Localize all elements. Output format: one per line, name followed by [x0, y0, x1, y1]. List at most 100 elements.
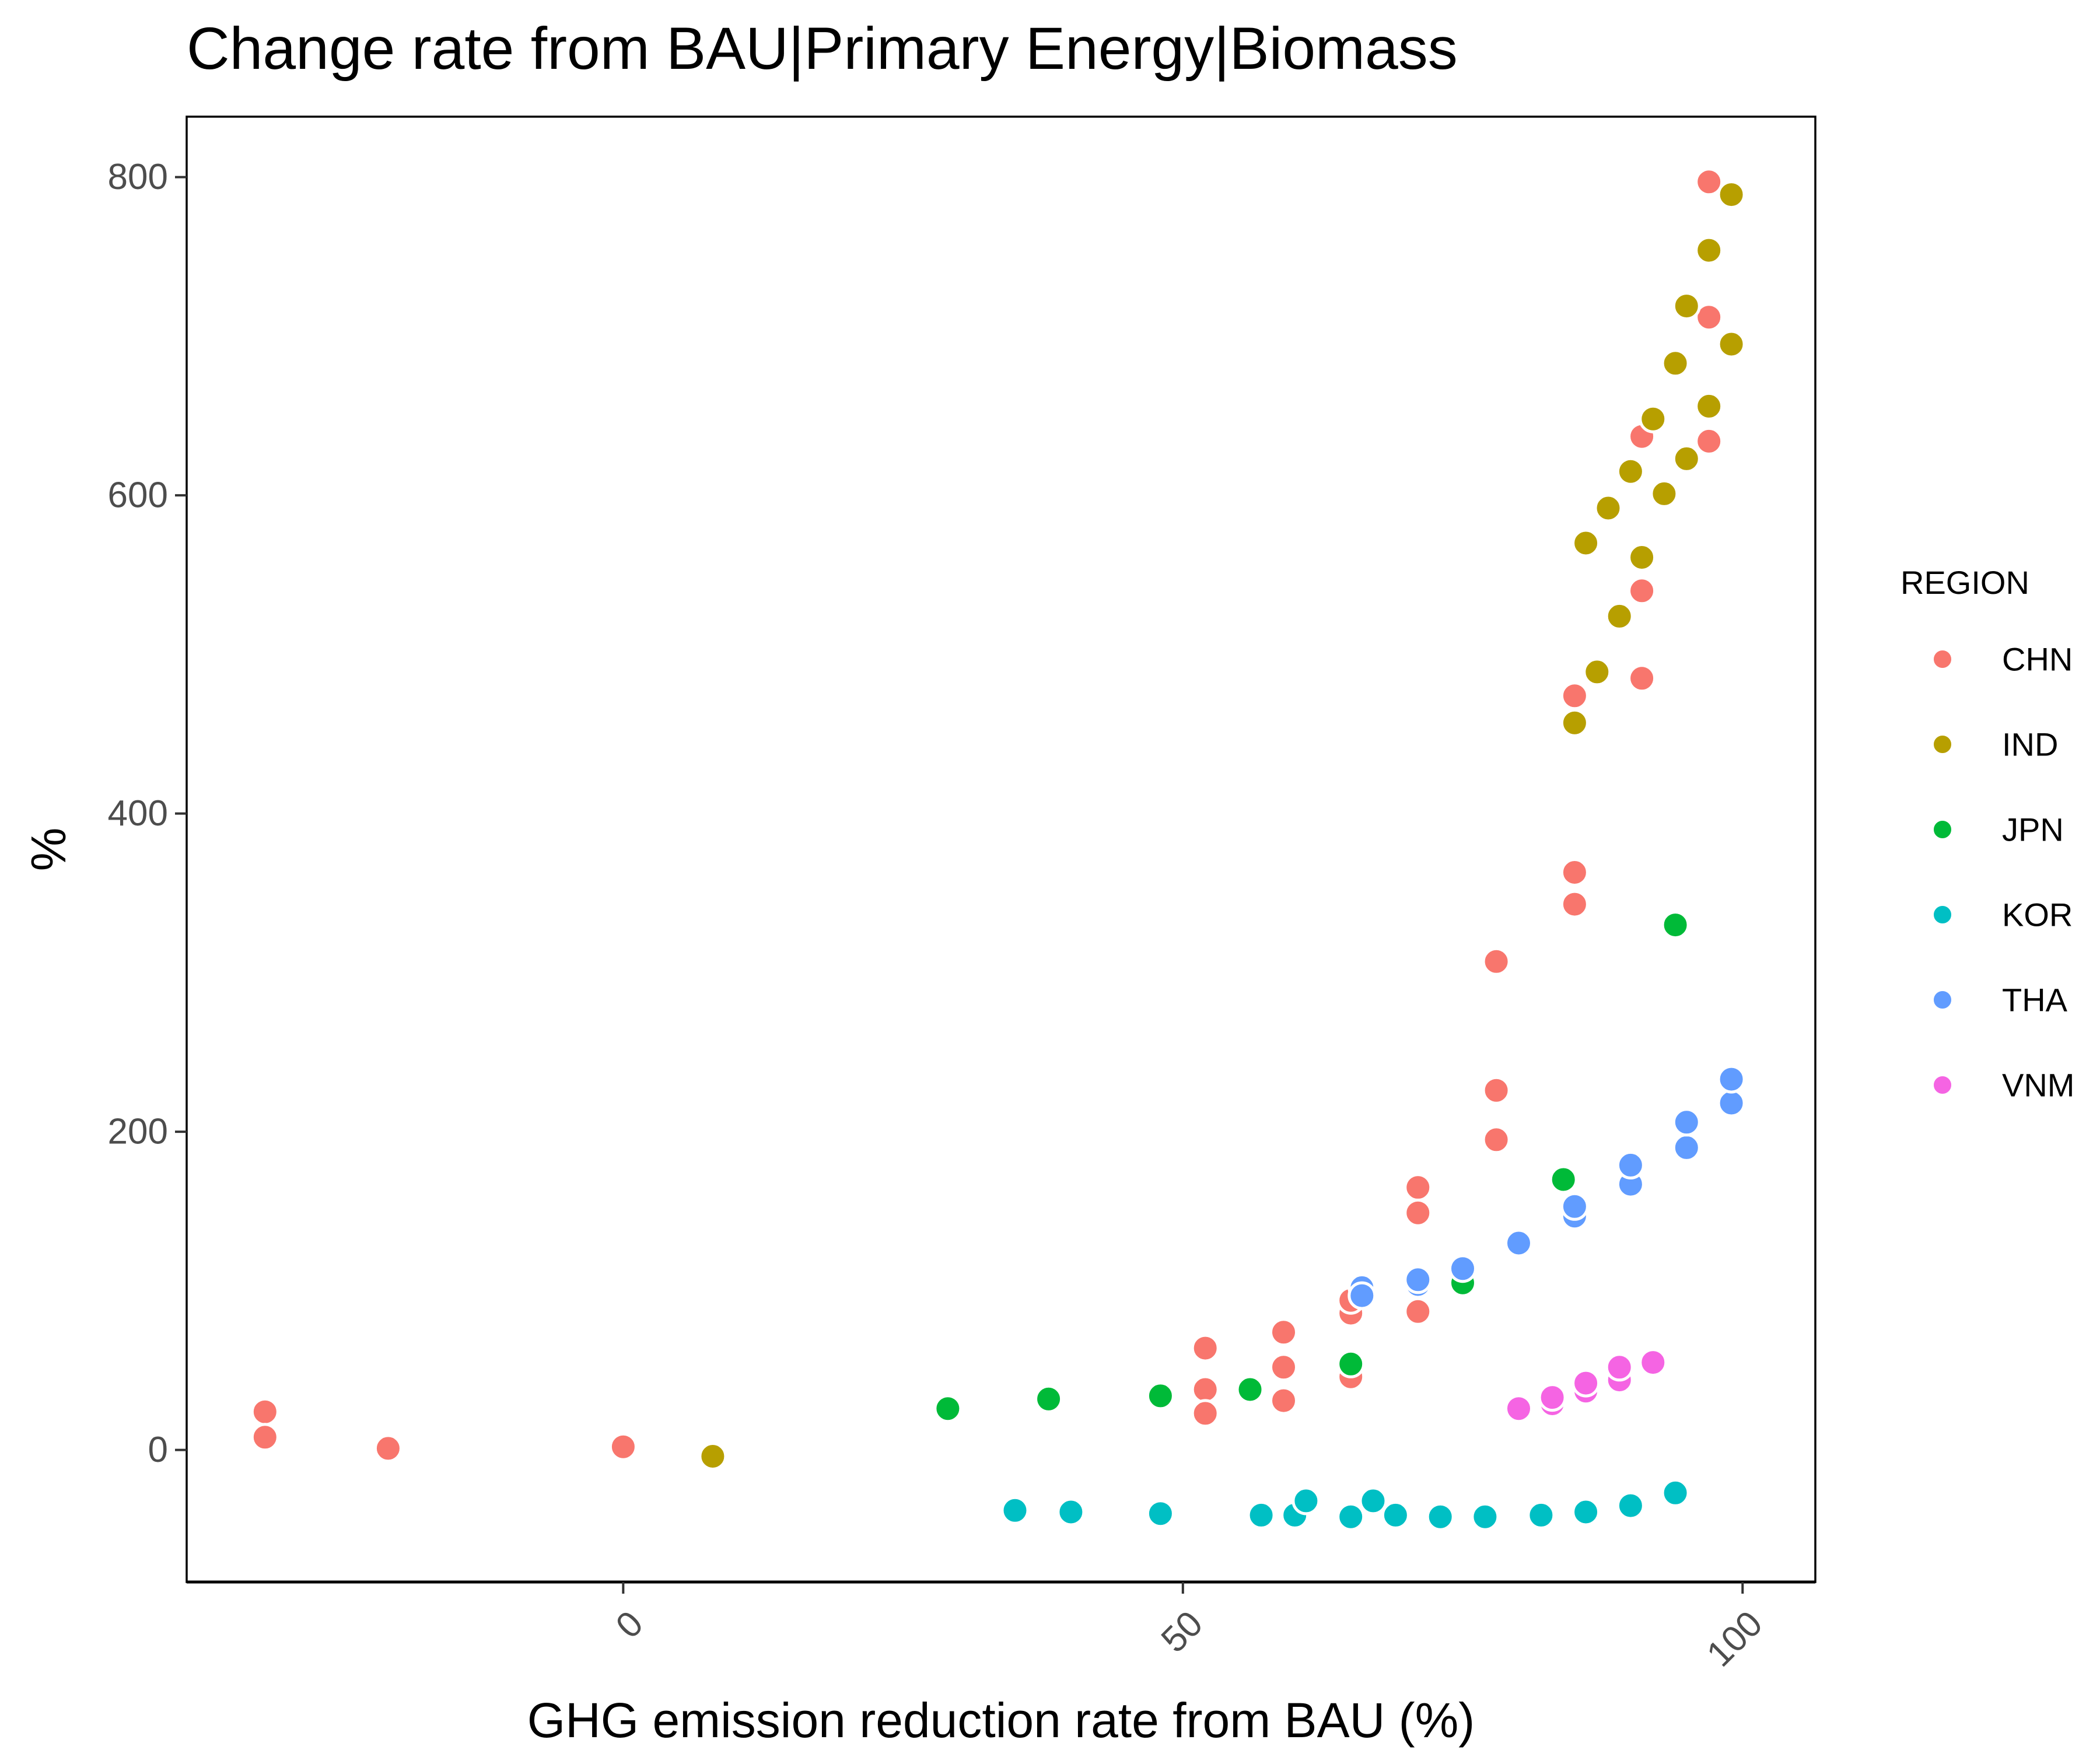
data-point-jpn: [1661, 911, 1690, 940]
data-point-jpn: [1336, 1349, 1366, 1378]
y-tick-label: 400: [108, 793, 168, 834]
data-point-kor: [1616, 1491, 1645, 1520]
data-point-kor: [1146, 1499, 1175, 1528]
data-point-jpn: [933, 1394, 963, 1423]
data-point-chn: [1695, 167, 1724, 197]
data-point-chn: [1482, 1125, 1511, 1154]
legend-key-chn: [1931, 648, 1954, 670]
data-point-kor: [1572, 1497, 1601, 1527]
data-point-ind: [1661, 349, 1690, 378]
legend-label-ind: IND: [2002, 726, 2058, 763]
data-point-chn: [250, 1397, 279, 1426]
data-point-kor: [1527, 1500, 1556, 1530]
points-layer: [250, 167, 1746, 1531]
data-point-ind: [1628, 543, 1657, 572]
x-axis-title: GHG emission reduction rate from BAU (%): [527, 1693, 1475, 1748]
data-point-tha: [1672, 1133, 1701, 1162]
data-point-tha: [1717, 1088, 1746, 1118]
legend: REGION CHN IND JPN KOR THA VNM: [1901, 564, 2074, 1104]
data-point-tha: [1448, 1254, 1477, 1283]
legend-key-ind: [1931, 733, 1954, 755]
data-point-kor: [1000, 1496, 1030, 1525]
data-point-chn: [373, 1434, 402, 1463]
legend-label-vnm: VNM: [2002, 1067, 2074, 1104]
legend-key-tha: [1931, 989, 1954, 1011]
data-point-chn: [1191, 1375, 1220, 1404]
legend-key-vnm: [1931, 1074, 1954, 1096]
data-point-vnm: [1639, 1348, 1668, 1377]
data-point-kor: [1056, 1497, 1086, 1527]
y-tick-label: 0: [148, 1430, 168, 1470]
data-point-chn: [1560, 681, 1589, 710]
legend-label-jpn: JPN: [2002, 811, 2064, 848]
data-point-chn: [1695, 426, 1724, 456]
y-tick-label: 200: [108, 1112, 168, 1152]
data-point-ind: [1560, 708, 1589, 737]
data-point-chn: [1269, 1318, 1298, 1347]
y-tick-label: 800: [108, 157, 168, 197]
data-point-vnm: [1572, 1368, 1601, 1398]
legend-label-tha: THA: [2002, 982, 2068, 1019]
legend-label-kor: KOR: [2002, 897, 2073, 933]
data-point-ind: [1616, 457, 1645, 486]
y-axis: 0 200 400 600 800: [108, 157, 187, 1470]
data-point-jpn: [1146, 1381, 1175, 1410]
data-point-chn: [1404, 1297, 1433, 1326]
data-point-ind: [1672, 444, 1701, 473]
data-point-tha: [1616, 1150, 1645, 1180]
data-point-kor: [1661, 1478, 1690, 1507]
data-point-kor: [1292, 1486, 1321, 1516]
data-point-ind: [1717, 330, 1746, 359]
data-point-ind: [1639, 404, 1668, 433]
legend-title: REGION: [1901, 564, 2029, 601]
data-point-ind: [1717, 180, 1746, 209]
data-point-chn: [1560, 890, 1589, 919]
y-tick-label: 600: [108, 475, 168, 516]
data-point-ind: [1650, 479, 1679, 508]
data-point-vnm: [1504, 1394, 1533, 1423]
data-point-ind: [698, 1442, 727, 1471]
y-axis-title: %: [21, 828, 76, 872]
data-point-chn: [1191, 1334, 1220, 1363]
data-point-chn: [1269, 1386, 1298, 1415]
data-point-chn: [1695, 303, 1724, 332]
data-point-tha: [1560, 1192, 1589, 1221]
data-point-chn: [1269, 1353, 1298, 1382]
data-point-vnm: [1605, 1353, 1634, 1382]
data-point-chn: [1628, 664, 1657, 693]
data-point-jpn: [1549, 1165, 1578, 1194]
data-point-chn: [250, 1423, 279, 1452]
data-point-tha: [1717, 1065, 1746, 1094]
data-point-chn: [1482, 1076, 1511, 1105]
legend-key-jpn: [1931, 818, 1954, 841]
data-point-kor: [1471, 1502, 1500, 1531]
legend-key-kor: [1931, 904, 1954, 926]
data-point-tha: [1348, 1281, 1377, 1310]
data-point-kor: [1381, 1500, 1410, 1530]
data-point-kor: [1359, 1486, 1388, 1516]
data-point-chn: [1404, 1173, 1433, 1202]
data-point-kor: [1247, 1500, 1276, 1530]
data-point-chn: [1191, 1399, 1220, 1428]
data-point-kor: [1426, 1502, 1455, 1531]
data-point-kor: [1336, 1502, 1366, 1531]
data-point-ind: [1583, 657, 1612, 687]
data-point-chn: [1404, 1198, 1433, 1227]
data-point-ind: [1695, 236, 1724, 265]
data-point-ind: [1695, 391, 1724, 421]
data-point-chn: [1628, 576, 1657, 606]
data-point-chn: [1560, 858, 1589, 887]
legend-label-chn: CHN: [2002, 641, 2073, 678]
chart-title: Change rate from BAU|Primary Energy|Biom…: [187, 15, 1458, 82]
data-point-tha: [1672, 1108, 1701, 1137]
data-point-tha: [1504, 1228, 1533, 1258]
data-point-ind: [1594, 494, 1623, 523]
data-point-tha: [1404, 1265, 1433, 1294]
data-point-jpn: [1236, 1375, 1265, 1404]
data-point-chn: [1482, 947, 1511, 976]
data-point-ind: [1605, 601, 1634, 631]
data-point-vnm: [1538, 1383, 1567, 1412]
